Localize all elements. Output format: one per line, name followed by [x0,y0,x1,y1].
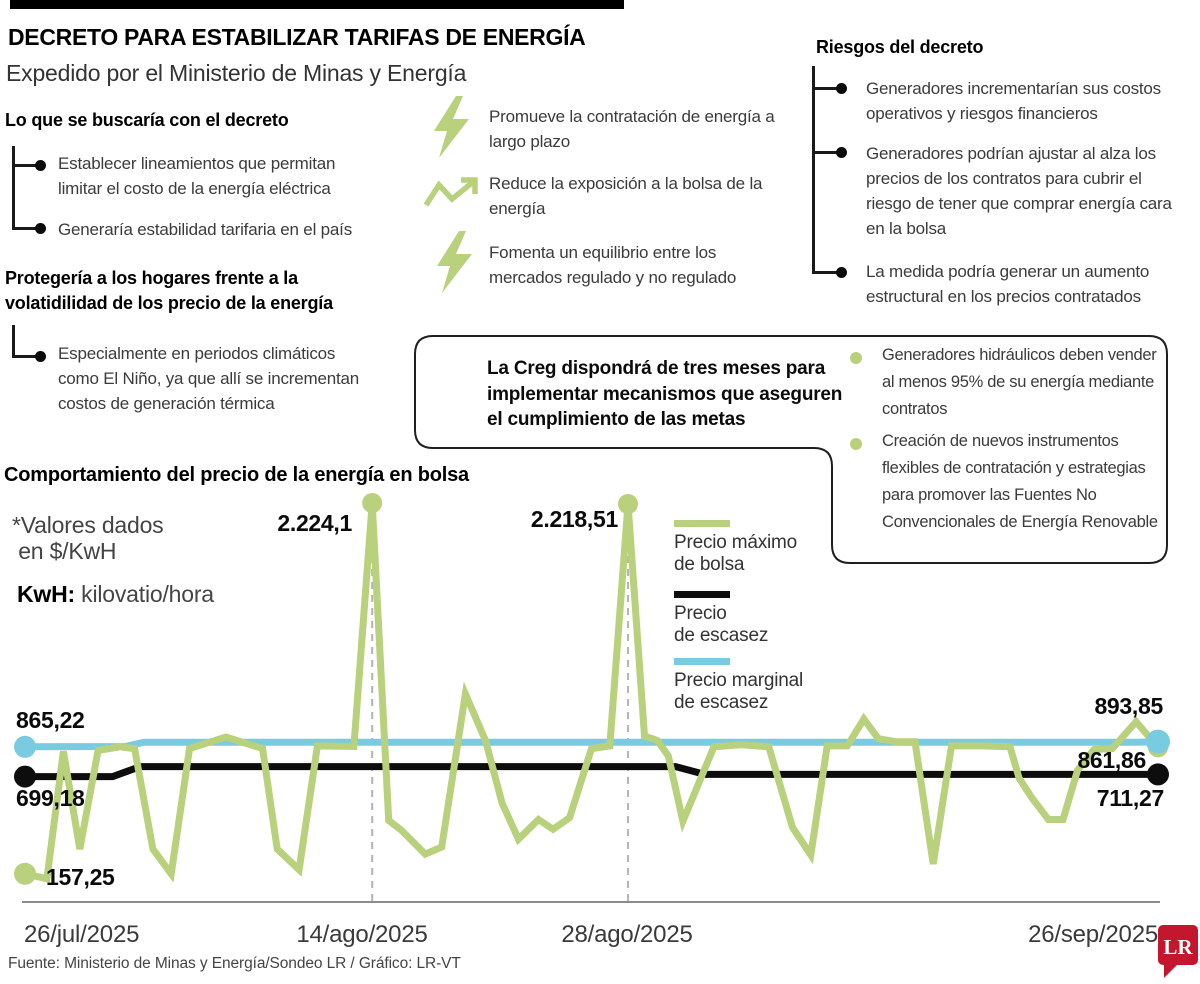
peak-label: 2.218,51 [530,506,618,532]
goals-bullet: Establecer lineamientos que permitan lim… [58,154,336,198]
benefit-text: Promueve la contratación de energía a la… [489,107,775,151]
unit-term: KwH: [17,581,75,607]
connector-line [812,151,842,154]
legend-label-precio-maximo: Precio máximo de bolsa [674,532,798,575]
data-point-dot [1147,763,1169,786]
lr-logo-text: LR [1163,935,1193,959]
risk-bullet: Generadores podrían ajustar al alza los … [866,144,1172,238]
unit-rest: kilovatio/hora [74,581,214,607]
goals-heading: Lo que se buscaría con el decreto [5,110,289,130]
lightning-icon [437,231,472,293]
start-label-precio-marginal: 865,22 [16,707,85,733]
protection-heading: Protegería a los hogares frente a la vol… [5,268,333,313]
chart-title: Comportamiento del precio de la energía … [4,464,469,486]
top-accent-bar [10,0,624,9]
benefit-text: Fomenta un equilibrio entre los mercados… [489,243,737,287]
data-point-dot [14,862,36,885]
creg-box-outline [414,335,1168,564]
chart-unit-definition: KwH: kilovatio/hora [17,581,214,607]
series-line-2 [24,738,1159,751]
goals-bullet: Generaría estabilidad tarifaria en el pa… [58,220,352,239]
benefit-text: Reduce la exposición a la bolsa de la en… [489,174,763,218]
risk-bullet: La medida podría generar un aumento estr… [866,262,1150,306]
chart-unit-note: *Valores dados en $/KwH [12,512,164,564]
connector-line [812,66,815,274]
x-tick-label: 26/jul/2025 [24,921,140,948]
connector-line [812,271,842,274]
series-line-0 [24,502,1161,883]
start-label-precio-maximo: 157,25 [46,864,115,890]
data-point-dot [1146,729,1170,754]
legend-swatch-precio-maximo [674,520,730,527]
x-tick-label: 26/sep/2025 [1028,921,1158,948]
end-label-precio-marginal: 893,85 [1094,693,1163,719]
connector-line [12,227,41,230]
connector-line [12,355,41,358]
bullet-dot [35,351,46,362]
x-tick-label: 28/ago/2025 [561,921,693,948]
start-label-precio-escasez: 699,18 [16,785,85,811]
legend-swatch-precio-marginal [674,658,730,665]
connector-line [812,87,842,90]
bullet-dot [35,223,46,234]
connector-line [12,164,41,167]
bullet-dot [836,147,847,158]
bullet-dot [836,83,847,94]
legend-swatch-precio-escasez [674,591,730,598]
end-label-precio-escasez: 711,27 [1096,785,1165,811]
creg-bullet: Generadores hidráulicos deben vender al … [882,346,1157,418]
page-title: DECRETO PARA ESTABILIZAR TARIFAS DE ENER… [8,24,586,50]
price-chart [14,493,1170,903]
peak-label: 2.224,1 [277,510,352,536]
data-point-dot [14,765,36,788]
series-line-1 [25,763,1158,781]
protection-bullet: Especialmente en periodos climáticos com… [58,344,359,413]
risk-bullet: Generadores incrementarían sus costos op… [866,79,1161,123]
green-bullet-dot [850,352,862,364]
bullet-dot [836,267,847,278]
green-bullet-dot [850,438,862,450]
end-label-precio-maximo: 861,86 [1077,747,1146,773]
source-credit: Fuente: Ministerio de Minas y Energía/So… [8,955,461,972]
lightning-icon [434,96,469,158]
legend-label-precio-escasez: Precio de escasez [674,603,769,646]
connector-line [12,325,15,358]
data-point-dot [362,493,383,513]
data-point-dot [618,494,638,514]
risks-heading: Riesgos del decreto [816,37,984,57]
page-subtitle: Expedido por el Ministerio de Minas y En… [6,60,467,86]
connector-line [12,146,15,230]
lr-logo: LR [1158,925,1198,978]
creg-bullet: Creación de nuevos instrumentos flexible… [882,432,1158,531]
bullet-dot [35,160,46,171]
creg-statement: La Creg dispondrá de tres meses para imp… [487,358,843,430]
data-point-dot [14,735,36,758]
trend-arrow-icon [423,177,478,207]
x-tick-label: 14/ago/2025 [296,921,428,948]
legend-label-precio-marginal: Precio marginal de escasez [674,670,803,713]
